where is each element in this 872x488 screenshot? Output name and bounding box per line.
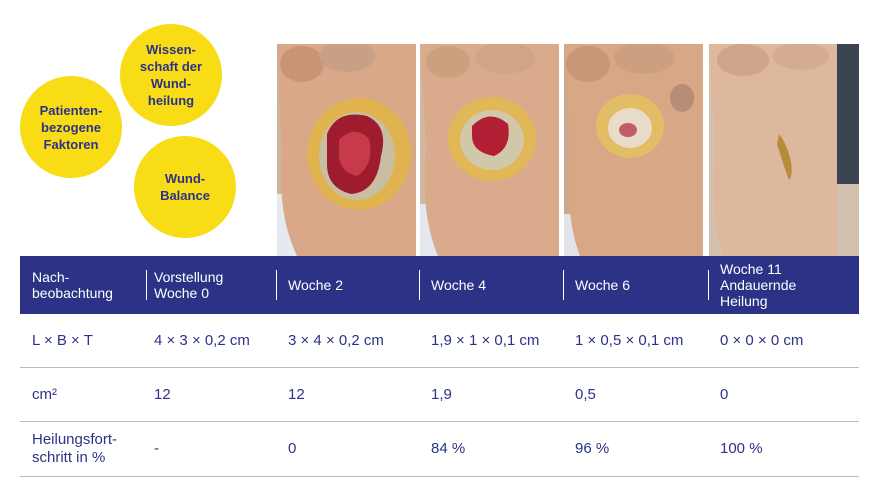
header-divider — [419, 270, 420, 300]
circle-patientenbezogene-faktoren: Patienten- bezogene Faktoren — [20, 76, 122, 178]
header-cell: Vorstellung Woche 0 — [154, 269, 224, 301]
header-cell: Nach- beobachtung — [32, 269, 113, 301]
table-cell: 0,5 — [575, 385, 596, 403]
circle-label: Wund- Balance — [160, 171, 210, 203]
table-cell: 12 — [154, 385, 171, 403]
table-cell: 0 × 0 × 0 cm — [720, 332, 804, 349]
photo-week-2 — [420, 44, 559, 256]
header-cell: Woche 6 — [575, 277, 630, 293]
table-cell: 1 × 0,5 × 0,1 cm — [575, 332, 684, 349]
header-divider — [708, 270, 709, 300]
circle-wund-balance: Wund- Balance — [134, 136, 236, 238]
photo-week-4 — [564, 44, 703, 256]
table-cell: 100 % — [720, 440, 763, 457]
table-cell: 12 — [288, 385, 305, 403]
header-cell: Woche 4 — [431, 277, 486, 293]
header-divider — [146, 270, 147, 300]
photo-week-11 — [709, 44, 859, 256]
header-cell: Woche 11 Andauernde Heilung — [720, 261, 797, 309]
header-cell: Woche 2 — [288, 277, 343, 293]
table-cell: 0 — [720, 385, 729, 403]
table-row: cm² 12 12 1,9 0,5 0 — [20, 368, 859, 421]
table-cell: 1,9 — [431, 385, 452, 403]
table-row: L × B × T 4 × 3 × 0,2 cm 3 × 4 × 0,2 cm … — [20, 314, 859, 368]
circle-label: Wissen- schaft der Wund- heilung — [139, 42, 203, 108]
circle-wissenschaft-der-wundheilung: Wissen- schaft der Wund- heilung — [120, 24, 222, 126]
row-divider — [20, 367, 859, 368]
row-label: L × B × T — [32, 332, 93, 349]
table-cell: 1,9 × 1 × 0,1 cm — [431, 332, 540, 349]
table-cell: 0 — [288, 440, 297, 457]
table-cell: 84 % — [431, 440, 466, 457]
row-divider — [20, 476, 859, 477]
row-label: Heilungsfort- schritt in % — [32, 431, 118, 466]
photo-presentation — [277, 44, 416, 256]
circle-label: Patienten- bezogene Faktoren — [39, 102, 103, 152]
table-cell: 96 % — [575, 440, 610, 457]
row-label: cm² — [32, 385, 57, 403]
table-cell: 4 × 3 × 0,2 cm — [154, 332, 250, 349]
header-divider — [276, 270, 277, 300]
table-header: Nach- beobachtung Vorstellung Woche 0 Wo… — [20, 256, 859, 314]
table-row: Heilungsfort- schritt in % - 0 84 % 96 %… — [20, 422, 859, 476]
table-cell: 3 × 4 × 0,2 cm — [288, 332, 384, 349]
row-divider — [20, 421, 859, 422]
header-divider — [563, 270, 564, 300]
table-cell: - — [154, 440, 159, 457]
